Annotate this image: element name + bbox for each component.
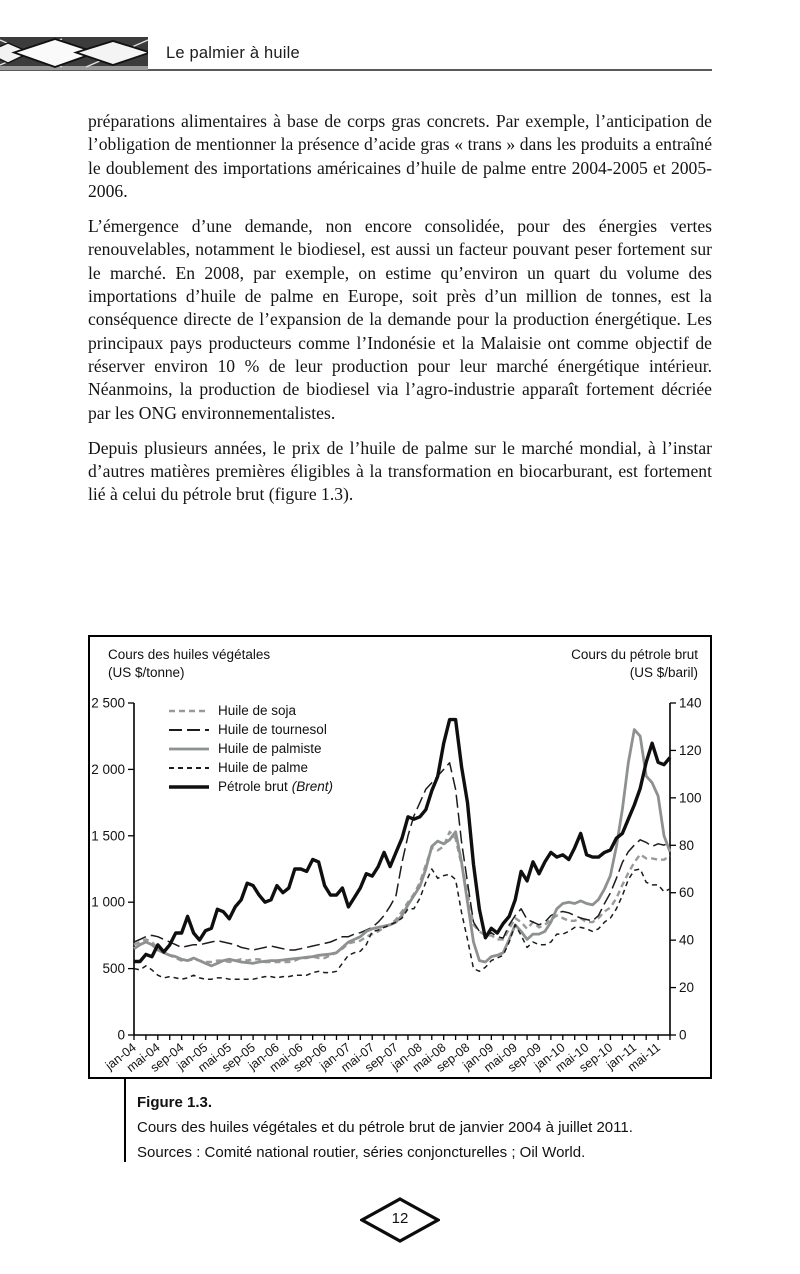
svg-text:60: 60 — [679, 885, 694, 900]
body-text: préparations alimentaires à base de corp… — [88, 110, 712, 519]
diamond-icon — [358, 1197, 442, 1243]
price-line-chart: 0 500 1 000 1 500 2 000 2 500 0 20 40 60 80 100 120 1… — [91, 696, 702, 1074]
svg-text:0: 0 — [117, 1028, 125, 1043]
legend-item-2: Huile de tournesol — [168, 720, 333, 739]
figure-caption-line2: Sources : Comité national routier, série… — [137, 1144, 586, 1161]
paragraph-1: préparations alimentaires à base de corp… — [88, 111, 712, 201]
chart-legend: Huile de soja Huile de tournesol Huile de … — [168, 701, 333, 796]
svg-text:140: 140 — [679, 696, 702, 711]
running-head-title: Le palmier à huile — [166, 44, 300, 62]
left-axis-title: Cours des huiles végétales (US $/tonne) — [108, 647, 271, 680]
legend-label-italic: (Brent) — [291, 779, 334, 794]
svg-text:40: 40 — [679, 933, 694, 948]
legend-item-1: Huile de soja — [168, 701, 333, 720]
legend-item-4: Huile de palme — [168, 758, 333, 777]
legend-swatch-icon — [169, 747, 209, 750]
figure-caption-line1: Cours des huiles végétales et du pétrole… — [137, 1119, 633, 1136]
right-axis-title: Cours du pétrole brut (US $/baril) — [571, 647, 698, 680]
header-rule — [0, 69, 712, 71]
svg-text:1 000: 1 000 — [91, 895, 125, 910]
svg-text:80: 80 — [679, 838, 694, 853]
svg-text:120: 120 — [679, 743, 702, 758]
legend-swatch-icon — [169, 728, 209, 731]
svg-text:1 500: 1 500 — [91, 828, 125, 843]
svg-text:2 000: 2 000 — [91, 762, 125, 777]
legend-swatch-icon — [169, 784, 209, 789]
diamond-banner-icon — [0, 37, 148, 70]
svg-text:0: 0 — [679, 1028, 687, 1043]
legend-label: Huile de palme — [218, 760, 309, 775]
legend-item-5: Pétrole brut (Brent) — [168, 777, 333, 796]
legend-swatch-icon — [169, 709, 209, 712]
legend-item-3: Huile de palmiste — [168, 739, 333, 758]
svg-text:100: 100 — [679, 790, 702, 805]
figure-caption: Figure 1.3. Cours des huiles végétales e… — [137, 1090, 712, 1165]
figure-number: Figure 1.3. — [137, 1094, 213, 1111]
page-number-diamond: 12 — [358, 1196, 442, 1244]
svg-text:20: 20 — [679, 980, 694, 995]
legend-swatch-icon — [169, 766, 209, 769]
legend-label: Pétrole brut — [218, 779, 288, 794]
caption-rule — [124, 1077, 126, 1162]
svg-text:2 500: 2 500 — [91, 696, 125, 711]
paragraph-2: L’émergence d’une demande, non encore co… — [88, 216, 712, 423]
svg-text:500: 500 — [102, 961, 125, 976]
legend-label: Huile de palmiste — [218, 741, 322, 756]
paragraph-3: Depuis plusieurs années, le prix de l’hu… — [88, 437, 712, 505]
figure-1-3-chart: Cours des huiles végétales (US $/tonne) … — [88, 635, 712, 1079]
legend-label: Huile de soja — [218, 703, 297, 718]
page-number: 12 — [391, 1210, 409, 1227]
legend-label: Huile de tournesol — [218, 722, 327, 737]
